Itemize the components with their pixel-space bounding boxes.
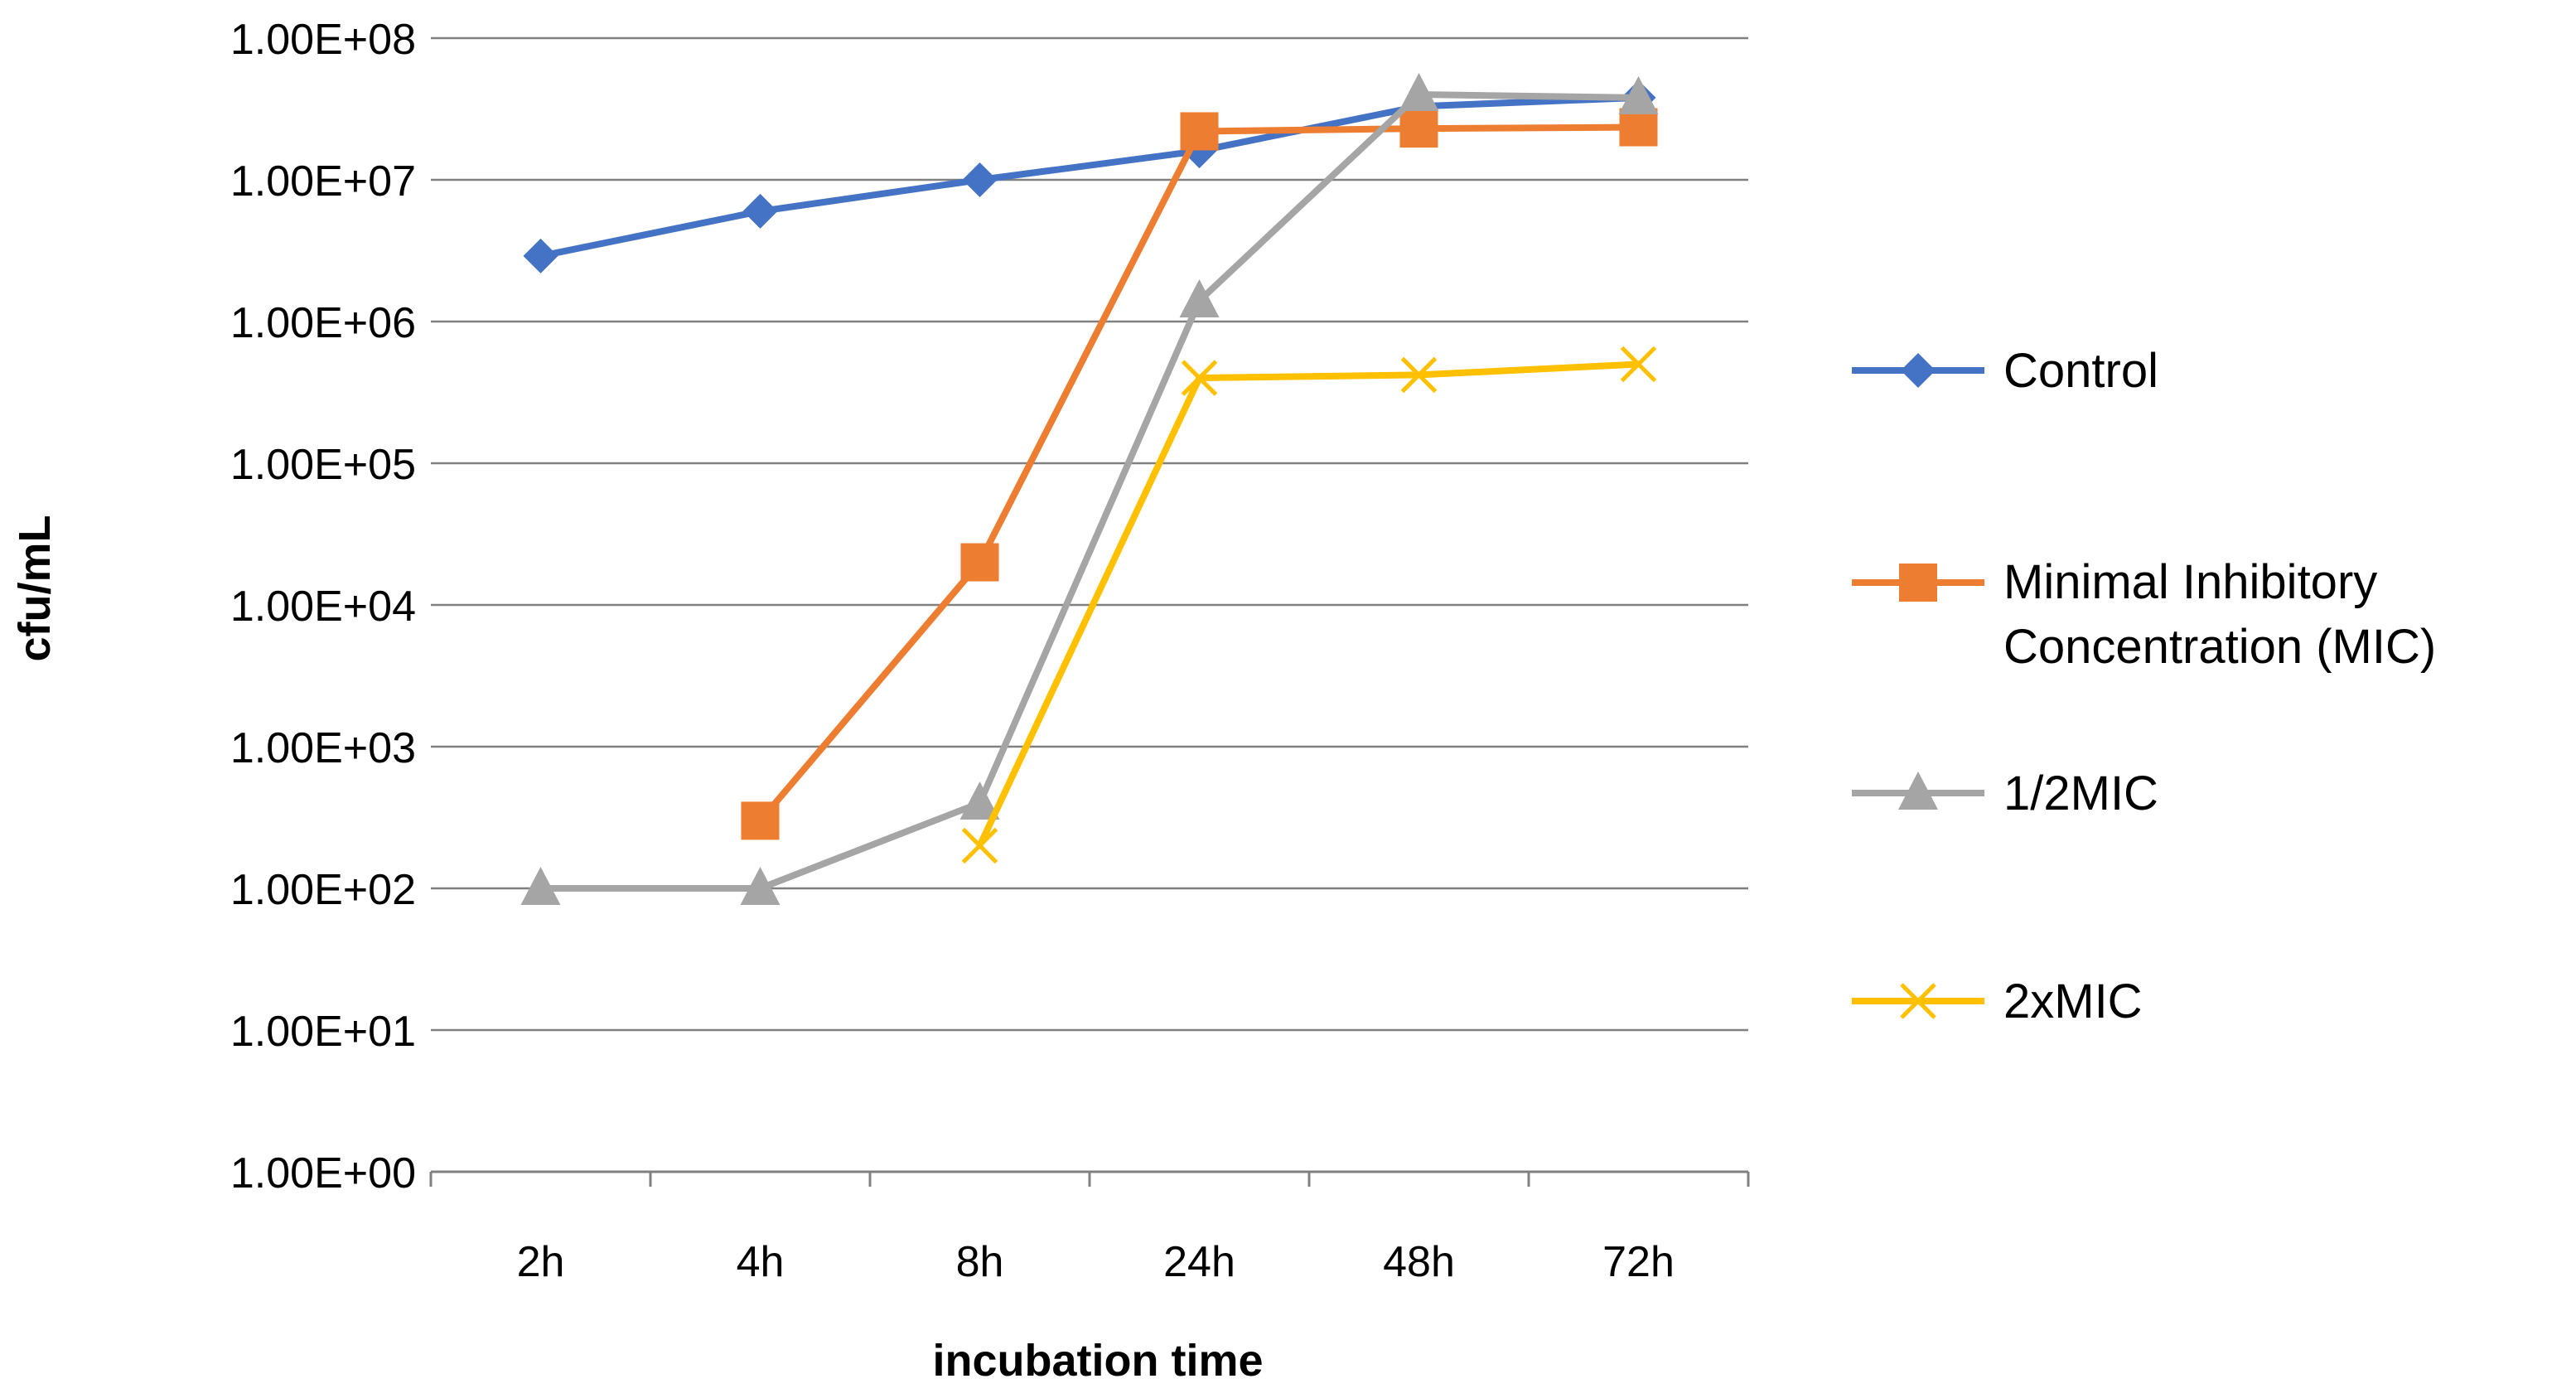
- x-tick-label: 24h: [1163, 1238, 1235, 1286]
- data-point: [1179, 279, 1220, 318]
- series-line: [756, 123, 1642, 825]
- data-point: [523, 238, 558, 273]
- data-point-stroke: [1400, 356, 1438, 394]
- data-point: [1399, 73, 1439, 112]
- data-point-stroke: [1620, 346, 1657, 383]
- data-point: [959, 781, 1000, 820]
- legend-label: Minimal Inhibitory: [2003, 555, 2377, 609]
- data-point: [740, 867, 781, 905]
- y-tick-label: 1.00E+00: [230, 1149, 416, 1197]
- data-point: [741, 801, 780, 840]
- data-point: [961, 827, 998, 864]
- data-point: [1181, 360, 1218, 396]
- x-tick-label: 2h: [517, 1238, 565, 1286]
- legend-label: 1/2MIC: [2003, 767, 2158, 820]
- y-tick-label: 1.00E+03: [230, 724, 416, 772]
- legend-entry: Minimal Inhibitory Concentration (MIC): [1852, 555, 2436, 674]
- data-point-stroke: [961, 827, 998, 864]
- series-2: [520, 73, 1659, 905]
- series-line: [537, 94, 1642, 259]
- data-point-stroke: [1181, 360, 1218, 396]
- x-axis-title: incubation time: [932, 1336, 1263, 1386]
- y-tick-label: 1.00E+01: [230, 1008, 416, 1056]
- legend-label: 2xMIC: [2003, 975, 2143, 1028]
- series-1: [741, 108, 1658, 840]
- y-tick-label: 1.00E+02: [230, 866, 416, 914]
- series-lines: [520, 73, 1659, 905]
- series-3: [961, 346, 1657, 864]
- data-point: [962, 162, 998, 197]
- legend-marker: [1898, 772, 1938, 810]
- y-tick-label: 1.00E+07: [230, 157, 416, 206]
- y-tick-label: 1.00E+06: [230, 299, 416, 347]
- x-tick-label: 72h: [1602, 1238, 1675, 1286]
- data-point: [1618, 75, 1659, 114]
- y-axis-title: cfu/mL: [10, 515, 60, 661]
- data-point: [742, 193, 778, 229]
- legend-entry: 2xMIC: [1852, 975, 2143, 1028]
- data-point: [1620, 346, 1657, 383]
- data-point: [520, 867, 561, 905]
- legend-label: Concentration (MIC): [2003, 620, 2436, 674]
- y-tick-label: 1.00E+08: [230, 16, 416, 64]
- x-tick-label: 4h: [737, 1238, 785, 1286]
- axes: 1.00E+00 1.00E+01 1.00E+02 1.00E+03 1.00E+04…: [230, 16, 1750, 1286]
- data-point: [960, 543, 999, 582]
- data-point: [1399, 109, 1438, 148]
- data-point: [1400, 356, 1438, 394]
- legend-label: Control: [2003, 344, 2158, 398]
- y-tick-label: 1.00E+04: [230, 583, 416, 631]
- series-0: [523, 80, 1656, 273]
- legend: Control Minimal Inhibitory Concentration (…: [1852, 344, 2436, 1028]
- legend-marker-stroke: [1900, 983, 1936, 1019]
- legend-entry: 1/2MIC: [1852, 767, 2158, 820]
- series-line: [537, 91, 1642, 892]
- data-point: [1180, 112, 1219, 151]
- x-tick-label: 8h: [956, 1238, 1004, 1286]
- series-line: [976, 360, 1642, 849]
- data-point: [1619, 108, 1658, 147]
- legend-marker: [1900, 983, 1936, 1019]
- y-tick-label: 1.00E+05: [230, 441, 416, 489]
- legend-marker: [1901, 353, 1936, 388]
- legend-marker: [1899, 564, 1937, 602]
- legend-entry: Control: [1852, 344, 2158, 398]
- x-tick-label: 48h: [1383, 1238, 1455, 1286]
